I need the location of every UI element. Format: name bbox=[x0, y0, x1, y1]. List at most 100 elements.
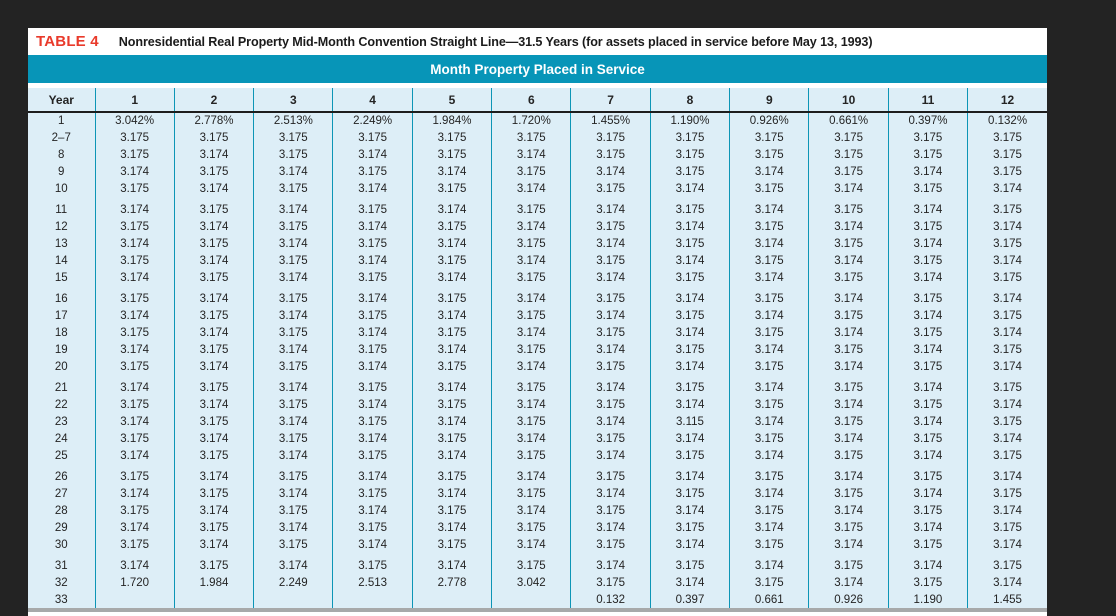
rate-cell: 3.174 bbox=[967, 180, 1047, 197]
rate-cell: 3.174 bbox=[411, 235, 492, 252]
table-title-row: TABLE 4 Nonresidential Real Property Mid… bbox=[28, 28, 1047, 55]
rate-cell: 3.175 bbox=[649, 201, 730, 218]
rate-cell: 3.175 bbox=[967, 201, 1047, 218]
rate-cell: 3.175 bbox=[94, 430, 175, 447]
rate-cell: 3.174 bbox=[649, 290, 730, 307]
rate-cell: 3.174 bbox=[253, 557, 333, 574]
rate-cell: 3.175 bbox=[967, 163, 1047, 180]
rate-cell: 3.175 bbox=[967, 146, 1047, 163]
table-row-year-9: 9 3.174 3.175 3.174 3.175 3.174 3.175 3.174 3.17… bbox=[28, 163, 1047, 180]
table-panel: TABLE 4 Nonresidential Real Property Mid… bbox=[28, 28, 1047, 616]
rate-cell: 3.174 bbox=[94, 201, 175, 218]
rate-cell: 3.175 bbox=[173, 269, 254, 286]
rate-cell: 3.174 bbox=[332, 290, 413, 307]
rate-cell: 3.175 bbox=[808, 235, 889, 252]
rate-cell: 3.174 bbox=[253, 413, 333, 430]
rate-cell: 3.174 bbox=[411, 341, 492, 358]
group-spacer-row bbox=[28, 464, 1047, 468]
rate-cell: 3.175 bbox=[967, 485, 1047, 502]
table-row-year-10: 10 3.175 3.174 3.175 3.174 3.175 3.174 3.175 3.1… bbox=[28, 180, 1047, 197]
rate-cell: 3.174 bbox=[173, 218, 254, 235]
depreciation-table-body: Year 1 2 3 4 5 6 7 8 9 10 11 12 1 3.042% 2.778% 2.513% 2… bbox=[28, 88, 1047, 608]
rate-cell: 3.175 bbox=[649, 235, 730, 252]
rate-cell: 3.174 bbox=[491, 468, 571, 485]
rate-cell: 3.175 bbox=[253, 536, 333, 553]
rate-cell: 3.174 bbox=[649, 574, 730, 591]
rate-cell: 3.175 bbox=[491, 379, 571, 396]
rate-cell: 3.175 bbox=[253, 468, 333, 485]
rate-cell: 3.175 bbox=[570, 358, 651, 375]
rate-cell: 3.175 bbox=[411, 536, 492, 553]
year-cell: 15 bbox=[54, 271, 68, 284]
rate-cell: 1.984% bbox=[411, 112, 492, 129]
table-row-year-28: 28 3.175 3.174 3.175 3.174 3.175 3.174 3.175 3.1… bbox=[28, 502, 1047, 519]
rate-cell: 1.984 bbox=[173, 574, 254, 591]
divider-gap bbox=[28, 83, 1047, 88]
column-header-year: Year bbox=[28, 88, 95, 113]
rate-cell: 3.175 bbox=[253, 146, 333, 163]
rate-cell: 3.174 bbox=[253, 341, 333, 358]
rate-cell: 3.175 bbox=[967, 235, 1047, 252]
rate-cell: 3.174 bbox=[173, 430, 254, 447]
rate-cell: 3.175 bbox=[967, 269, 1047, 286]
rate-cell: 3.175 bbox=[887, 574, 968, 591]
rate-cell: 3.174 bbox=[967, 468, 1047, 485]
rate-cell: 3.175 bbox=[94, 180, 175, 197]
table-row-year-15: 15 3.174 3.175 3.174 3.175 3.174 3.175 3.174 3.1… bbox=[28, 269, 1047, 286]
year-cell: 22 bbox=[54, 398, 68, 411]
rate-cell: 3.175 bbox=[491, 269, 571, 286]
rate-cell: 3.174 bbox=[411, 379, 492, 396]
rate-cell: 3.174 bbox=[253, 269, 333, 286]
rate-cell: 3.174 bbox=[332, 502, 413, 519]
rate-cell: 3.174 bbox=[808, 324, 889, 341]
rate-cell: 0.661 bbox=[729, 591, 809, 608]
rate-cell: 3.174 bbox=[808, 358, 889, 375]
column-header-month-5: 5 bbox=[411, 88, 492, 113]
rate-cell: 3.175 bbox=[94, 358, 175, 375]
rate-cell: 3.174 bbox=[94, 307, 175, 324]
year-cell: 32 bbox=[54, 576, 68, 589]
rate-cell: 3.174 bbox=[570, 307, 651, 324]
column-header-month-7: 7 bbox=[570, 88, 651, 113]
rate-cell: 3.175 bbox=[887, 218, 968, 235]
rate-cell: 3.175 bbox=[808, 341, 889, 358]
rate-cell: 3.175 bbox=[649, 307, 730, 324]
rate-cell: 3.174 bbox=[411, 163, 492, 180]
rate-cell: 3.175 bbox=[649, 557, 730, 574]
rate-cell: 1.190% bbox=[649, 112, 730, 129]
rate-cell: 3.174 bbox=[967, 574, 1047, 591]
rate-cell: 3.174 bbox=[729, 163, 809, 180]
rate-cell: 3.174 bbox=[411, 447, 492, 464]
rate-cell: 3.175 bbox=[253, 252, 333, 269]
rate-cell: 3.175 bbox=[253, 358, 333, 375]
rate-cell: 3.174 bbox=[729, 557, 809, 574]
bottom-gray-bar bbox=[28, 608, 1047, 612]
rate-cell: 3.175 bbox=[173, 447, 254, 464]
rate-cell: 3.175 bbox=[808, 447, 889, 464]
rate-cell: 3.174 bbox=[729, 447, 809, 464]
column-header-month-12: 12 bbox=[967, 88, 1047, 113]
rate-cell: 3.175 bbox=[729, 430, 809, 447]
rate-cell: 3.175 bbox=[491, 235, 571, 252]
year-cell: 1 bbox=[58, 115, 65, 127]
rate-cell: 3.175 bbox=[173, 557, 254, 574]
year-cell: 29 bbox=[54, 521, 68, 534]
rate-cell: 3.175 bbox=[411, 290, 492, 307]
rate-cell: 3.175 bbox=[253, 290, 333, 307]
rate-cell: 3.175 bbox=[967, 557, 1047, 574]
rate-cell: 3.174 bbox=[411, 557, 492, 574]
rate-cell: 3.174 bbox=[94, 235, 175, 252]
rate-cell: 3.174 bbox=[173, 536, 254, 553]
rate-cell: 3.174 bbox=[173, 468, 254, 485]
rate-cell: 3.174 bbox=[887, 447, 968, 464]
rate-cell: 3.175 bbox=[570, 129, 651, 146]
rate-cell: 3.175 bbox=[729, 290, 809, 307]
year-cell: 23 bbox=[54, 415, 68, 428]
rate-cell: 3.175 bbox=[332, 379, 413, 396]
rate-cell: 3.174 bbox=[729, 379, 809, 396]
rate-cell: 3.174 bbox=[491, 252, 571, 269]
rate-cell: 3.175 bbox=[967, 129, 1047, 146]
rate-cell: 3.174 bbox=[253, 163, 333, 180]
rate-cell: 3.175 bbox=[332, 413, 413, 430]
rate-cell: 3.174 bbox=[94, 379, 175, 396]
